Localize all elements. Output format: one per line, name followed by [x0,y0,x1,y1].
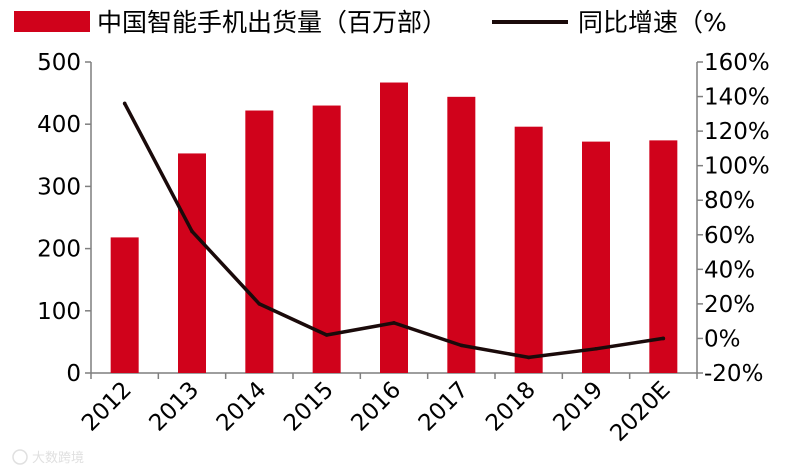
left-axis: 0 100 200 300 400 500 [37,50,91,387]
bar [245,110,274,374]
watermark-text: 大数跨境 [32,451,84,466]
x-tick-label: 2015 [279,377,339,437]
legend-line-label: 同比增速（% [578,8,727,37]
line-series [122,101,666,360]
x-tick-label: 2014 [212,377,272,437]
right-tick-label: -20% [704,361,763,387]
bar [312,105,341,373]
bar [514,126,543,373]
bar [447,96,476,373]
x-tick-label: 2017 [414,377,474,437]
right-tick-label: 100% [704,154,770,180]
right-tick-label: 20% [704,292,755,318]
bar [110,237,139,373]
right-tick-label: 160% [704,50,770,76]
right-tick-label: 40% [704,257,755,283]
x-tick-label: 2018 [481,377,541,437]
right-tick-label: 60% [704,223,755,249]
left-tick-label: 300 [37,174,81,200]
bar [380,82,408,373]
left-tick-label: 400 [37,112,81,138]
legend: 中国智能手机出货量（百万部） 同比增速（% [14,8,727,37]
line-point [392,321,396,325]
x-tick-label: 2019 [548,377,608,437]
bar [178,153,206,373]
bar [582,141,610,373]
right-tick-label: 0% [704,326,741,352]
right-axis: -20% 0% 20% 40% 60% 80% 100% 120% 140% 160% [697,50,770,387]
left-tick-label: 0 [66,361,81,387]
bar-series [110,82,678,374]
x-tick-label: 2016 [346,377,406,437]
line-point [526,355,531,360]
legend-bar-swatch [14,11,90,32]
right-tick-label: 80% [704,188,755,214]
bar [649,140,678,373]
line-point [324,333,329,337]
right-tick-label: 120% [704,119,770,145]
right-tick-label: 140% [704,85,770,111]
left-tick-label: 500 [37,50,81,76]
line-point [594,347,598,351]
line-point [190,229,194,234]
watermark-logo-icon [12,449,28,465]
line-point [661,336,666,341]
line-point [122,101,127,106]
line-point [459,343,464,348]
legend-bar-label: 中国智能手机出货量（百万部） [97,8,447,37]
x-tick-label: 2013 [144,377,204,437]
x-tick-label: 2012 [77,377,137,437]
watermark: 大数跨境 [12,449,84,466]
x-tick-label: 2020E [606,377,676,447]
left-tick-label: 100 [37,299,81,325]
left-tick-label: 200 [37,237,81,263]
line-point [257,302,262,306]
